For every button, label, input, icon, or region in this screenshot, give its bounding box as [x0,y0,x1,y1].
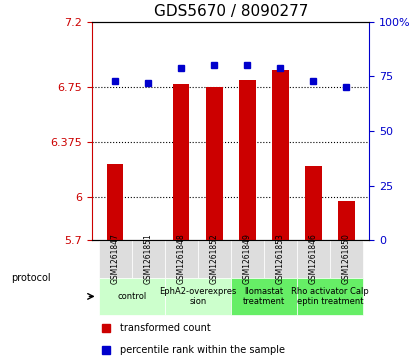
Bar [338,201,355,240]
Text: GSM1261846: GSM1261846 [309,233,318,284]
Title: GDS5670 / 8090277: GDS5670 / 8090277 [154,4,308,19]
Bar [107,164,123,240]
FancyBboxPatch shape [231,240,264,278]
Bar [140,240,156,265]
Bar [206,87,222,240]
FancyBboxPatch shape [231,278,297,315]
Text: GSM1261851: GSM1261851 [144,233,153,284]
FancyBboxPatch shape [297,240,330,278]
Text: Rho activator Calp
eptin treatment: Rho activator Calp eptin treatment [291,287,369,306]
Text: llomastat
treatment: llomastat treatment [243,287,285,306]
FancyBboxPatch shape [165,278,231,315]
FancyBboxPatch shape [330,240,363,278]
Text: GSM1261849: GSM1261849 [243,233,252,284]
Text: transformed count: transformed count [120,323,210,333]
FancyBboxPatch shape [132,240,165,278]
FancyBboxPatch shape [198,240,231,278]
FancyBboxPatch shape [297,278,363,315]
Text: control: control [117,292,146,301]
FancyBboxPatch shape [99,240,132,278]
Bar [173,84,190,240]
Text: EphA2-overexpres
sion: EphA2-overexpres sion [159,287,237,306]
Bar [305,166,322,240]
Text: GSM1261847: GSM1261847 [111,233,120,284]
Bar [272,70,288,240]
Text: GSM1261852: GSM1261852 [210,233,219,284]
FancyBboxPatch shape [99,278,165,315]
FancyBboxPatch shape [165,240,198,278]
Text: GSM1261848: GSM1261848 [177,233,186,284]
FancyBboxPatch shape [264,240,297,278]
Text: percentile rank within the sample: percentile rank within the sample [120,345,285,355]
Text: GSM1261850: GSM1261850 [342,233,351,284]
Bar [239,80,256,240]
Text: GSM1261853: GSM1261853 [276,233,285,284]
Text: protocol: protocol [11,273,50,283]
